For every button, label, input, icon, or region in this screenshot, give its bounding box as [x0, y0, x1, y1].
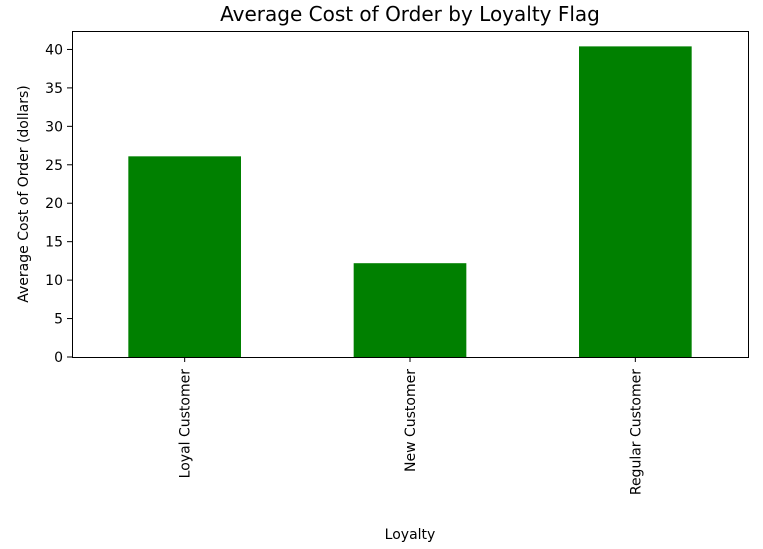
- bar-loyal-customer: [128, 156, 241, 357]
- bars-layer: [128, 46, 692, 357]
- x-tick-label: New Customer: [403, 369, 419, 472]
- bar-new-customer: [353, 263, 467, 357]
- y-tick-label: 15: [45, 235, 63, 251]
- x-axis-ticks: Loyal Customer New Customer Regular Custom…: [178, 357, 644, 495]
- bar-regular-customer: [579, 46, 692, 357]
- y-tick-label: 0: [54, 350, 63, 366]
- y-tick-label: 40: [45, 42, 63, 58]
- y-tick-label: 25: [45, 158, 63, 174]
- x-tick-label: Loyal Customer: [178, 369, 194, 479]
- y-tick-label: 5: [54, 312, 63, 328]
- y-tick-label: 35: [45, 81, 63, 97]
- y-tick-label: 20: [45, 196, 63, 212]
- x-axis-label: Loyalty: [385, 527, 436, 543]
- chart-title: Average Cost of Order by Loyalty Flag: [220, 2, 600, 26]
- x-tick-label: Regular Customer: [628, 369, 644, 495]
- plot-frame: [72, 31, 749, 358]
- y-tick-label: 10: [45, 273, 63, 289]
- y-tick-label: 30: [45, 119, 63, 135]
- y-axis-ticks: 0 5 10 15 20 25 30 35 40: [45, 42, 72, 366]
- y-axis-label: Average Cost of Order (dollars): [16, 85, 32, 302]
